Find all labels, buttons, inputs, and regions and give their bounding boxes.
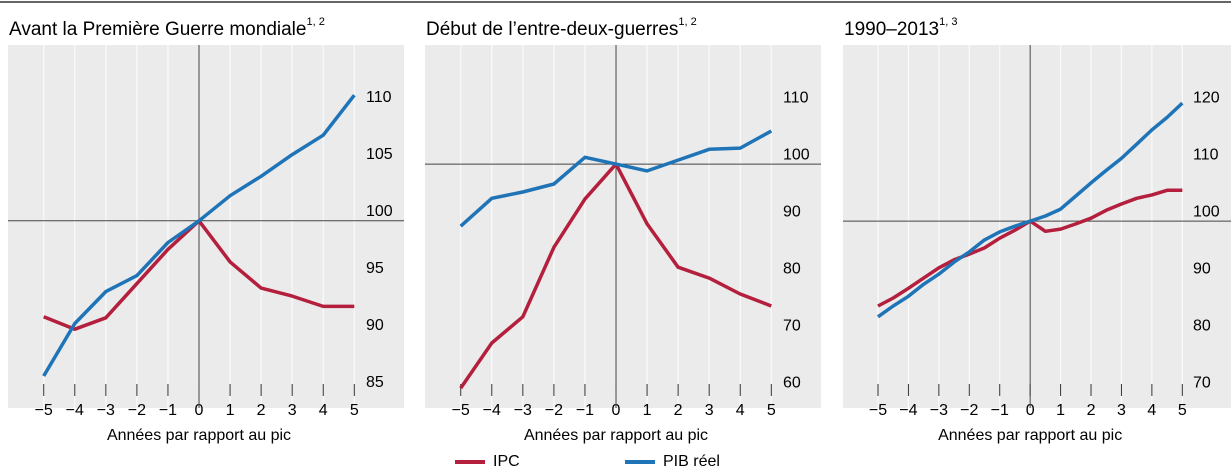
- x-tick-label: −2: [960, 402, 978, 419]
- x-tick-label: 4: [736, 402, 745, 419]
- x-tick-label: 0: [612, 402, 621, 419]
- legend-label: PIB réel: [663, 453, 720, 470]
- title-text: Avant la Première Guerre mondiale: [9, 19, 306, 40]
- x-tick-label: 3: [705, 402, 714, 419]
- x-tick-label: −3: [514, 402, 532, 419]
- x-tick-label: −5: [869, 402, 887, 419]
- y-tick-label: 100: [783, 146, 810, 163]
- x-tick-label: 0: [1026, 402, 1035, 419]
- x-tick-label: −4: [483, 402, 501, 419]
- y-tick-label: 85: [366, 374, 384, 391]
- x-axis-label: Années par rapport au pic: [107, 427, 291, 444]
- x-tick-label: −4: [66, 402, 84, 419]
- y-tick-label: 120: [1193, 89, 1220, 106]
- x-tick-label: 5: [767, 402, 776, 419]
- x-tick-label: 4: [1147, 402, 1156, 419]
- x-axis-label: Années par rapport au pic: [524, 427, 708, 444]
- x-tick-label: −5: [35, 402, 53, 419]
- y-tick-label: 105: [366, 146, 393, 163]
- y-tick-label: 110: [1193, 146, 1219, 163]
- x-tick-label: −2: [545, 402, 563, 419]
- y-tick-label: 90: [366, 317, 384, 334]
- y-tick-label: 95: [366, 260, 384, 277]
- plot-area: [8, 45, 404, 408]
- y-tick-label: 80: [1193, 317, 1211, 334]
- x-tick-label: −5: [452, 402, 470, 419]
- x-axis-label: Années par rapport au pic: [938, 427, 1122, 444]
- x-tick-label: 5: [1178, 402, 1187, 419]
- y-tick-label: 100: [1193, 203, 1220, 220]
- x-tick-label: −1: [159, 402, 177, 419]
- x-tick-label: 1: [226, 402, 235, 419]
- y-tick-label: 70: [1193, 374, 1211, 391]
- series-line: [876, 101, 1184, 319]
- title-note: 1, 3: [939, 16, 957, 28]
- x-tick-label: −1: [991, 402, 1009, 419]
- title-text: Début de l’entre-deux-guerres: [426, 19, 678, 40]
- series-line: [42, 94, 356, 377]
- x-tick-label: 2: [674, 402, 683, 419]
- series-line: [459, 129, 773, 228]
- x-tick-label: 4: [319, 402, 328, 419]
- title-note: 1, 2: [306, 16, 324, 28]
- y-tick-label: 90: [1193, 260, 1211, 277]
- x-tick-label: 1: [1056, 402, 1065, 419]
- x-tick-label: −3: [930, 402, 948, 419]
- y-tick-label: 110: [783, 89, 809, 106]
- title-text: 1990–2013: [844, 19, 939, 40]
- y-tick-label: 90: [783, 203, 801, 220]
- x-tick-label: −4: [899, 402, 917, 419]
- x-tick-label: 1: [643, 402, 652, 419]
- chart-title: Avant la Première Guerre mondiale1, 2: [9, 16, 325, 40]
- x-tick-label: 0: [195, 402, 204, 419]
- y-tick-label: 100: [366, 203, 393, 220]
- chart-title: 1990–20131, 3: [844, 16, 957, 40]
- x-tick-label: 5: [350, 402, 359, 419]
- plot-area: [425, 45, 821, 408]
- y-tick-label: 110: [366, 89, 392, 106]
- x-tick-label: −1: [576, 402, 594, 419]
- y-tick-label: 70: [783, 317, 801, 334]
- x-tick-label: 2: [257, 402, 266, 419]
- y-tick-label: 80: [783, 260, 801, 277]
- x-tick-label: −3: [97, 402, 115, 419]
- title-note: 1, 2: [678, 16, 696, 28]
- y-tick-label: 60: [783, 374, 801, 391]
- x-tick-label: 3: [1117, 402, 1126, 419]
- x-tick-label: −2: [128, 402, 146, 419]
- x-tick-label: 2: [1087, 402, 1096, 419]
- legend-label: IPC: [493, 453, 520, 470]
- chart-title: Début de l’entre-deux-guerres1, 2: [426, 16, 697, 40]
- x-tick-label: 3: [288, 402, 297, 419]
